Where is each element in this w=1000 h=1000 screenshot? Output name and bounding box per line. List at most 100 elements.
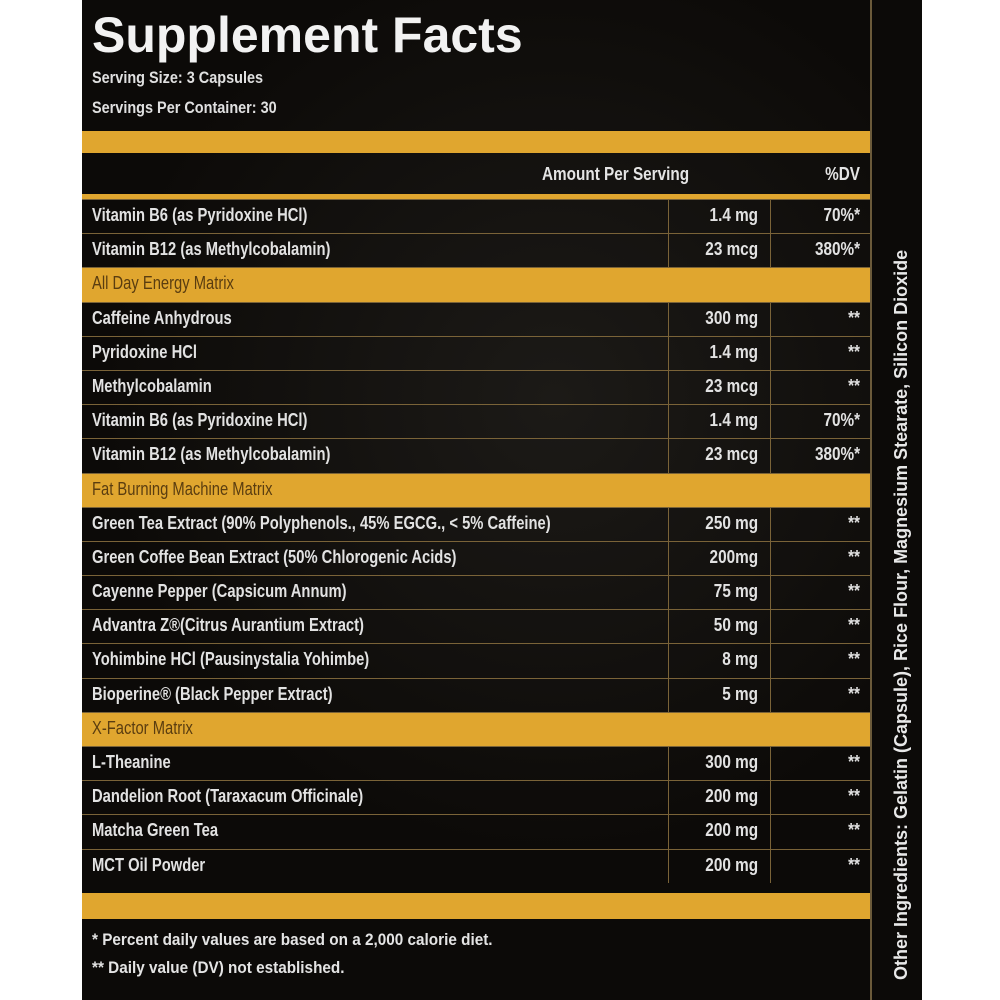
column-divider xyxy=(668,302,669,336)
table-row: Vitamin B6 (as Pyridoxine HCl) 1.4 mg 70%* xyxy=(82,404,870,439)
column-divider xyxy=(770,678,771,712)
other-ingredients: Other Ingredients: Gelatin (Capsule), Ri… xyxy=(891,249,911,980)
amount-header: Amount Per Serving xyxy=(542,164,690,184)
ingredient-amount: 200mg xyxy=(709,546,758,567)
dv-header: %DV xyxy=(825,164,860,184)
column-divider xyxy=(668,541,669,576)
table-row: Dandelion Root (Taraxacum Officinale) 200… xyxy=(82,780,870,815)
other-ingredients-strip: Other Ingredients: Gelatin (Capsule), Ri… xyxy=(870,0,922,1000)
column-divider xyxy=(770,336,771,370)
table-row: L-Theanine 300 mg ** xyxy=(82,746,870,781)
divider-bar xyxy=(82,131,870,153)
column-divider xyxy=(770,747,771,781)
ingredient-amount: 5 mg xyxy=(722,683,758,704)
footnote-not-established: ** Daily value (DV) not established. xyxy=(92,958,345,977)
column-divider xyxy=(770,302,771,336)
table-row: Methylcobalamin 23 mcg ** xyxy=(82,369,870,405)
supplement-facts-panel: Supplement Facts Serving Size: 3 Capsule… xyxy=(82,0,870,1000)
ingredient-dv: ** xyxy=(848,649,860,670)
ingredient-name: Cayenne Pepper (Capsicum Annum) xyxy=(92,581,347,602)
ingredient-name: Advantra Z®(Citrus Aurantium Extract) xyxy=(92,615,364,636)
ingredient-amount: 300 mg xyxy=(705,307,758,328)
column-divider xyxy=(770,781,771,815)
ingredient-dv: ** xyxy=(848,375,860,396)
column-divider xyxy=(770,644,771,678)
ingredient-dv: 380%* xyxy=(814,444,860,465)
ingredient-name: MCT Oil Powder xyxy=(92,854,206,875)
ingredient-dv: ** xyxy=(848,683,860,704)
ingredient-name: Matcha Green Tea xyxy=(92,820,219,841)
table-row: Advantra Z®(Citrus Aurantium Extract) 50 … xyxy=(82,609,870,644)
ingredient-dv: ** xyxy=(848,546,860,567)
ingredient-dv: ** xyxy=(848,307,860,328)
table-row: Yohimbine HCl (Pausinystalia Yohimbe) 8 m… xyxy=(82,643,870,678)
ingredient-name: Pyridoxine HCl xyxy=(92,341,197,362)
ingredient-dv: ** xyxy=(848,512,860,533)
ingredient-amount: 75 mg xyxy=(713,581,758,602)
divider-bar xyxy=(82,893,870,919)
servings-per-container: Servings Per Container: 30 xyxy=(92,98,277,117)
column-divider xyxy=(668,336,669,370)
column-divider xyxy=(668,370,669,405)
category-row: X-Factor Matrix xyxy=(82,711,870,746)
ingredient-amount: 200 mg xyxy=(705,820,758,841)
column-divider xyxy=(668,439,669,473)
panel-title: Supplement Facts xyxy=(92,7,523,63)
ingredient-name: Vitamin B12 (as Methylcobalamin) xyxy=(92,239,331,260)
ingredient-dv: ** xyxy=(848,854,860,875)
column-divider xyxy=(770,815,771,849)
ingredient-name: Vitamin B6 (as Pyridoxine HCl) xyxy=(92,410,308,431)
column-divider xyxy=(770,507,771,541)
category-label: X-Factor Matrix xyxy=(92,717,193,738)
table-row: Caffeine Anhydrous 300 mg ** xyxy=(82,301,870,336)
ingredient-dv: ** xyxy=(848,581,860,602)
column-divider xyxy=(770,849,771,883)
table-row: Green Coffee Bean Extract (50% Chlorogen… xyxy=(82,540,870,576)
footnote-dv: * Percent daily values are based on a 2,… xyxy=(92,930,493,949)
column-divider xyxy=(668,576,669,610)
ingredient-amount: 23 mcg xyxy=(705,375,758,396)
category-row: All Day Energy Matrix xyxy=(82,267,870,302)
column-divider xyxy=(668,815,669,849)
ingredient-table: Vitamin B6 (as Pyridoxine HCl) 1.4 mg 70%*… xyxy=(82,199,870,883)
column-divider xyxy=(770,576,771,610)
ingredient-name: Methylcobalamin xyxy=(92,375,212,396)
ingredient-dv: ** xyxy=(848,615,860,636)
column-divider xyxy=(770,234,771,268)
ingredient-dv: ** xyxy=(848,341,860,362)
ingredient-dv: ** xyxy=(848,820,860,841)
column-divider xyxy=(668,610,669,644)
ingredient-amount: 250 mg xyxy=(705,512,758,533)
column-divider xyxy=(668,644,669,678)
table-row: Pyridoxine HCl 1.4 mg ** xyxy=(82,335,870,370)
ingredient-dv: 380%* xyxy=(814,239,860,260)
ingredient-amount: 8 mg xyxy=(722,649,758,670)
column-divider xyxy=(668,200,669,234)
ingredient-dv: 70%* xyxy=(823,205,860,225)
ingredient-amount: 50 mg xyxy=(713,615,758,636)
category-label: Fat Burning Machine Matrix xyxy=(92,478,273,499)
ingredient-name: Green Coffee Bean Extract (50% Chlorogen… xyxy=(92,546,457,567)
ingredient-amount: 1.4 mg xyxy=(709,205,758,225)
table-row: Bioperine® (Black Pepper Extract) 5 mg ** xyxy=(82,677,870,712)
ingredient-amount: 300 mg xyxy=(705,752,758,772)
column-divider xyxy=(668,849,669,883)
ingredient-amount: 23 mcg xyxy=(705,239,758,260)
column-divider xyxy=(770,370,771,405)
table-row: Cayenne Pepper (Capsicum Annum) 75 mg ** xyxy=(82,575,870,610)
ingredient-name: Dandelion Root (Taraxacum Officinale) xyxy=(92,786,364,807)
column-divider xyxy=(770,541,771,576)
table-row: Vitamin B6 (as Pyridoxine HCl) 1.4 mg 70%* xyxy=(82,199,870,234)
ingredient-name: Caffeine Anhydrous xyxy=(92,307,232,328)
column-header: Amount Per Serving %DV xyxy=(82,158,870,192)
column-divider xyxy=(770,405,771,439)
table-row: Vitamin B12 (as Methylcobalamin) 23 mcg 38… xyxy=(82,233,870,268)
category-row: Fat Burning Machine Matrix xyxy=(82,472,870,507)
ingredient-dv: 70%* xyxy=(823,410,860,431)
ingredient-name: L-Theanine xyxy=(92,752,171,772)
column-divider xyxy=(668,781,669,815)
divider-line xyxy=(82,194,870,199)
ingredient-name: Yohimbine HCl (Pausinystalia Yohimbe) xyxy=(92,649,370,670)
ingredient-dv: ** xyxy=(848,752,860,772)
ingredient-dv: ** xyxy=(848,786,860,807)
